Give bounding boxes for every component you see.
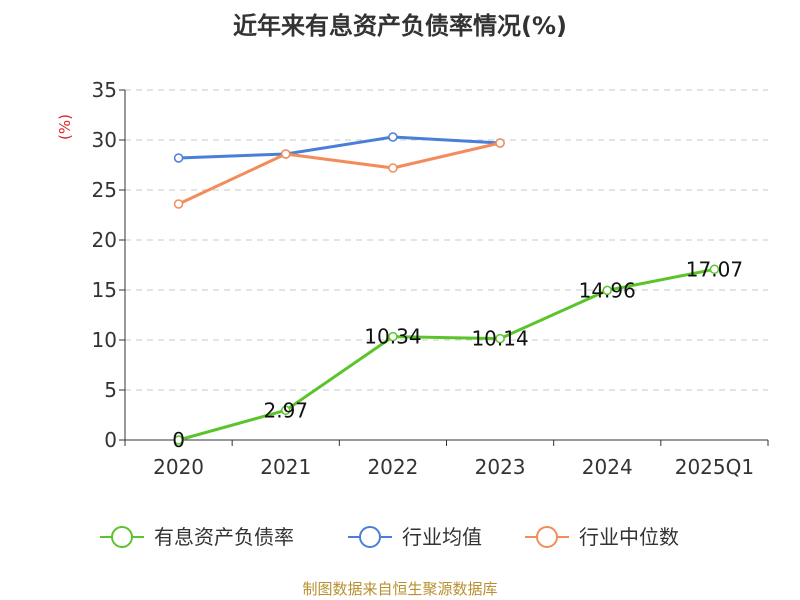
legend-label: 行业均值: [402, 525, 482, 549]
y-axis-label: (%): [56, 114, 74, 140]
legend-marker-icon: [536, 526, 558, 548]
chart-title: 近年来有息资产负债率情况(%): [233, 12, 567, 40]
data-point: [602, 285, 612, 296]
data-point: [281, 405, 291, 416]
data-point: [495, 138, 505, 148]
y-tick-label: 0: [104, 428, 117, 452]
data-label: 0: [172, 428, 185, 452]
y-tick-label: 35: [92, 78, 117, 102]
data-source: 制图数据来自恒生聚源数据库: [302, 580, 498, 598]
y-tick-label: 20: [92, 228, 117, 252]
series-line-2: [177, 141, 501, 206]
legend-item-0[interactable]: 有息资产负债率: [100, 525, 294, 549]
x-tick-label: 2022: [367, 455, 418, 479]
series-line-0: [178, 267, 715, 442]
x-tick-label: 2025Q1: [675, 455, 754, 479]
y-tick-label: 10: [92, 328, 117, 352]
data-point: [173, 153, 184, 163]
data-label: 17.07: [686, 257, 743, 281]
series-line-1: [178, 135, 501, 160]
legend[interactable]: 有息资产负债率 行业均值 行业中位数: [100, 525, 679, 549]
data-labels: 0 2.97 10.34 10.14 14.96 17.07: [172, 257, 743, 452]
legend-marker-icon: [359, 526, 381, 548]
legend-item-2[interactable]: 行业中位数: [525, 525, 679, 549]
data-point: [388, 132, 398, 142]
y-tick-label: 25: [92, 178, 117, 202]
legend-marker-icon: [111, 526, 133, 548]
grid-lines: [125, 89, 768, 391]
axes: 0 5 10 15 20 25 30 35 2020 2021 2022 2023 2024 2025Q1…: [56, 78, 769, 479]
data-point: [388, 331, 398, 342]
y-tick-label: 30: [92, 128, 117, 152]
legend-item-1[interactable]: 行业均值: [348, 525, 482, 549]
series-lines: [173, 132, 720, 445]
data-label: 10.14: [471, 327, 528, 351]
x-tick-label: 2020: [153, 455, 204, 479]
legend-label: 有息资产负债率: [154, 525, 294, 549]
y-tick-label: 15: [92, 278, 117, 302]
data-point: [173, 435, 184, 445]
data-label: 14.96: [579, 278, 636, 302]
data-label: 2.97: [263, 398, 308, 422]
data-label: 10.34: [364, 325, 421, 349]
legend-label: 行业中位数: [579, 525, 679, 549]
data-point: [495, 333, 505, 344]
x-tick-label: 2023: [475, 455, 526, 479]
data-point: [388, 163, 398, 173]
data-point: [281, 149, 291, 159]
y-tick-label: 5: [104, 378, 117, 402]
data-point: [709, 264, 720, 275]
x-tick-label: 2021: [260, 455, 311, 479]
x-tick-label: 2024: [582, 455, 633, 479]
data-point: [173, 199, 184, 209]
